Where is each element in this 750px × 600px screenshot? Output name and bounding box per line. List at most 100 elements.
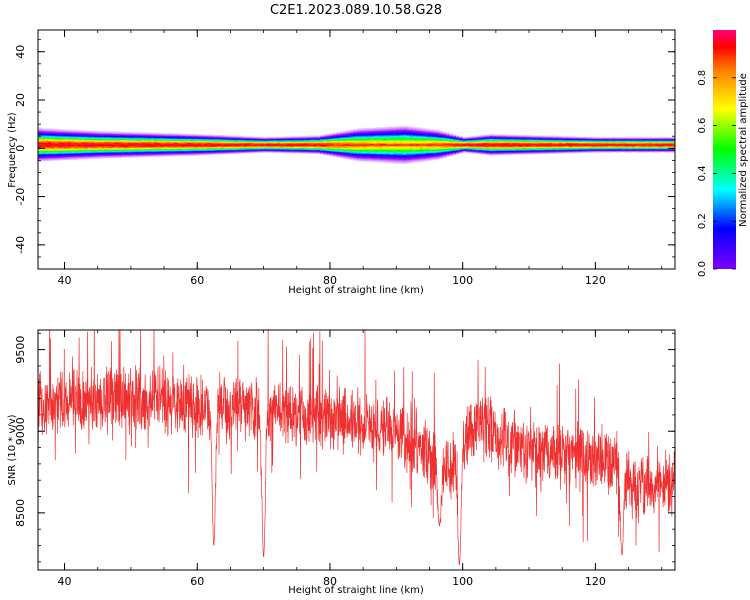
heatmap-cell [419,127,424,129]
heatmap-cell [207,150,211,151]
heatmap-cell [61,142,65,144]
heatmap-cell [260,138,265,140]
heatmap-cell [190,136,195,138]
heatmap-cell [399,138,404,140]
heatmap-cell [230,150,235,151]
heatmap-cell [197,154,201,156]
heatmap-cell [183,151,188,153]
heatmap-cell [38,159,42,161]
heatmap-cell [300,145,304,147]
heatmap-cell [197,144,201,145]
heatmap-cell [392,152,397,154]
heatmap-cell [280,144,284,146]
heatmap-cell [283,143,288,145]
heatmap-cell [422,130,427,132]
heatmap-cell [366,128,371,130]
heatmap-cell [290,142,294,144]
heatmap-cell [359,133,364,135]
heatmap-cell [306,139,311,141]
heatmap-cell [77,148,82,150]
heatmap-cell [376,161,381,163]
heatmap-cell [51,136,55,138]
heatmap-cell [280,143,284,145]
heatmap-cell [160,151,165,153]
heatmap-cell [203,136,208,138]
heatmap-cell [61,134,65,136]
heatmap-cell [316,147,321,149]
heatmap-cell [402,162,407,164]
heatmap-cell [339,138,344,139]
heatmap-cell [376,139,381,141]
heatmap-cell [187,138,192,140]
heatmap-cell [349,147,354,148]
heatmap-cell [97,134,102,136]
heatmap-cell [296,136,301,138]
heatmap-cell [346,155,351,157]
heatmap-cell [343,138,347,140]
heatmap-cell [363,150,367,151]
heatmap-cell [383,154,387,156]
heatmap-cell [426,141,430,143]
heatmap-cell [54,149,59,151]
heatmap-cell [426,138,430,140]
heatmap-cell [293,149,298,151]
heatmap-cell [256,151,261,153]
heatmap-cell [97,145,102,147]
heatmap-cell [61,150,65,151]
heatmap-cell [167,147,172,148]
heatmap-cell [419,130,424,132]
heatmap-cell [402,133,407,135]
heatmap-cell [409,142,414,144]
heatmap-cell [316,136,321,138]
heatmap-cell [303,141,308,142]
heatmap-cell [51,144,55,145]
heatmap-cell [270,138,274,140]
heatmap-cell [336,150,341,152]
heatmap-cell [306,144,311,145]
heatmap-cell [220,144,225,145]
heatmap-cell [147,150,152,152]
heatmap-cell [326,135,331,137]
heatmap-cell [64,130,69,132]
heatmap-cell [389,129,394,131]
heatmap-cell [187,153,192,155]
heatmap-cell [154,134,158,136]
heatmap-cell [266,144,271,146]
heatmap-cell [359,139,364,141]
heatmap-cell [134,150,138,152]
heatmap-cell [160,145,165,147]
heatmap-cell [180,151,185,153]
heatmap-cell [293,152,298,154]
heatmap-cell [160,152,165,154]
heatmap-cell [389,157,394,159]
heatmap-cell [356,141,361,143]
heatmap-cell [399,132,404,133]
heatmap-cell [247,147,251,148]
heatmap-cell [101,136,105,138]
heatmap-cell [94,147,99,149]
heatmap-cell [183,138,188,140]
heatmap-cell [343,142,347,144]
heatmap-cell [333,141,337,142]
heatmap-cell [356,137,361,139]
heatmap-cell [250,146,255,148]
heatmap-cell [303,151,308,153]
heatmap-cell [303,149,308,151]
heatmap-cell [276,145,281,147]
heatmap-cell [256,138,261,140]
heatmap-cell [426,132,430,133]
heatmap-cell [270,143,274,145]
heatmap-cell [183,150,188,152]
heatmap-cell [101,132,105,133]
heatmap-cell [167,135,172,137]
heatmap-cell [81,144,85,145]
heatmap-cell [51,156,55,158]
heatmap-cell [353,144,357,145]
heatmap-cell [157,153,162,155]
heatmap-cell [303,148,308,150]
heatmap-cell [346,141,351,142]
heatmap-cell [276,142,281,144]
heatmap-cell [157,139,162,141]
heatmap-cell [84,147,89,149]
